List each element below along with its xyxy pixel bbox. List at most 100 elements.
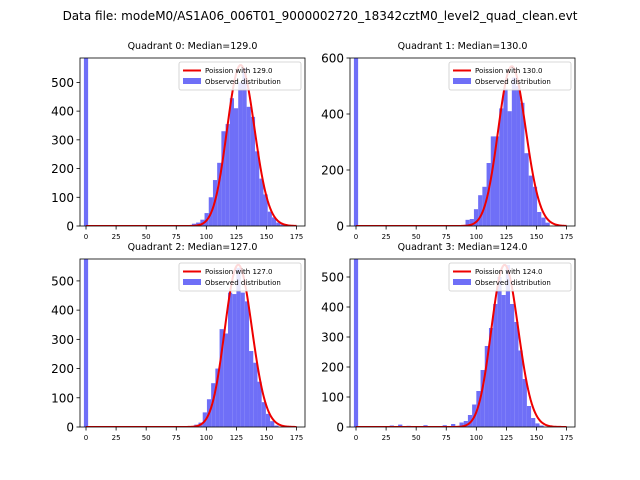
hist-bar bbox=[240, 292, 245, 427]
hist-bar bbox=[490, 136, 495, 226]
hist-bar bbox=[499, 108, 504, 226]
chart-title: Quadrant 1: Median=130.0 bbox=[398, 41, 528, 52]
legend-patch-swatch bbox=[183, 279, 201, 285]
x-tick-label: 25 bbox=[112, 434, 121, 442]
chart-panel-2: Quadrant 2: Median=127.0 0 25 50 75 100 125 150… bbox=[51, 242, 306, 442]
hist-bar bbox=[503, 88, 508, 226]
x-tick-label: 0 bbox=[84, 233, 88, 241]
x-tick-label: 50 bbox=[412, 434, 421, 442]
hist-bar bbox=[250, 116, 256, 226]
hist-bar-zero bbox=[83, 259, 89, 427]
hist-bar bbox=[227, 292, 233, 427]
legend-frame bbox=[178, 61, 302, 91]
hist-bar bbox=[511, 77, 517, 226]
hist-bar bbox=[234, 108, 239, 226]
chart-legend: Poission with 129.0 Observed distribution bbox=[178, 61, 302, 91]
poisson-curve bbox=[356, 264, 567, 427]
y-tick-label: 200 bbox=[321, 361, 344, 375]
x-tick-label: 25 bbox=[112, 233, 121, 241]
y-tick-label: 0 bbox=[66, 421, 74, 435]
y-tick-label: 200 bbox=[51, 162, 74, 176]
x-tick-label: 150 bbox=[260, 434, 273, 442]
hist-bar bbox=[451, 424, 456, 427]
y-tick-label: 100 bbox=[51, 391, 74, 405]
hist-bar bbox=[253, 362, 258, 427]
chart-title: Quadrant 2: Median=127.0 bbox=[128, 242, 258, 253]
y-tick-label: 0 bbox=[66, 220, 74, 234]
hist-bar bbox=[516, 86, 521, 226]
hist-bar bbox=[531, 418, 536, 427]
legend-label-observed: Observed distribution bbox=[475, 279, 551, 287]
y-tick-label: 600 bbox=[321, 52, 344, 66]
y-tick-label: 200 bbox=[51, 362, 74, 376]
legend-label-observed: Observed distribution bbox=[205, 279, 281, 287]
hist-bar bbox=[501, 295, 506, 427]
chart-panel-0: Quadrant 0: Median=129.0 0 25 50 75 100 125 150… bbox=[51, 41, 306, 241]
axes-frame bbox=[79, 258, 306, 428]
x-tick-label: 50 bbox=[142, 233, 151, 241]
legend-label-observed: Observed distribution bbox=[475, 78, 551, 86]
x-tick-label: 150 bbox=[530, 434, 543, 442]
hist-bar bbox=[259, 178, 264, 226]
y-tick-label: 400 bbox=[51, 105, 74, 119]
hist-bar-zero bbox=[353, 58, 359, 226]
plot-area bbox=[353, 58, 567, 226]
x-tick-label: 175 bbox=[560, 434, 573, 442]
hist-bar bbox=[484, 346, 489, 427]
hist-bar bbox=[225, 124, 230, 226]
hist-bar bbox=[469, 219, 474, 226]
y-tick-label: 300 bbox=[321, 331, 344, 345]
x-tick-label: 25 bbox=[382, 233, 391, 241]
hist-bar bbox=[246, 106, 251, 226]
y-tick-label: 200 bbox=[321, 164, 344, 178]
figure-suptitle: Data file: modeM0/AS1A06_006T01_90000027… bbox=[63, 9, 578, 23]
hist-bar bbox=[520, 102, 525, 226]
hist-bar-zero bbox=[83, 58, 89, 226]
chart-legend: Poission with 124.0 Observed distribution bbox=[448, 262, 572, 292]
legend-label-poisson: Poission with 127.0 bbox=[205, 268, 273, 276]
plot-area bbox=[353, 259, 567, 427]
chart-title: Quadrant 3: Median=124.0 bbox=[398, 242, 528, 253]
y-tick-label: 100 bbox=[51, 191, 74, 205]
hist-bar bbox=[265, 413, 271, 427]
x-tick-label: 100 bbox=[200, 233, 213, 241]
hist-bar bbox=[221, 131, 226, 226]
y-tick-label: 400 bbox=[321, 108, 344, 122]
x-tick-label: 75 bbox=[172, 233, 181, 241]
x-tick-label: 0 bbox=[84, 434, 88, 442]
hist-bar bbox=[236, 267, 241, 427]
hist-bar bbox=[267, 211, 272, 226]
x-tick-label: 75 bbox=[172, 434, 181, 442]
legend-patch-swatch bbox=[453, 78, 471, 84]
hist-bar bbox=[257, 381, 262, 427]
x-tick-label: 150 bbox=[530, 233, 543, 241]
hist-bar bbox=[514, 322, 519, 427]
hist-bar bbox=[242, 68, 247, 226]
y-tick-label: 0 bbox=[336, 421, 344, 435]
hist-bar bbox=[249, 351, 254, 427]
x-tick-label: 25 bbox=[382, 434, 391, 442]
hist-bar bbox=[541, 217, 546, 226]
hist-bar bbox=[480, 370, 485, 427]
axes-frame bbox=[349, 57, 576, 227]
subplot-grid: Quadrant 0: Median=129.0 0 25 50 75 100 125 150… bbox=[51, 41, 576, 442]
hist-bar bbox=[261, 402, 266, 427]
hist-bar bbox=[263, 194, 268, 226]
axes-frame bbox=[79, 57, 306, 227]
hist-bar bbox=[217, 162, 222, 226]
x-tick-label: 175 bbox=[290, 434, 303, 442]
x-tick-label: 50 bbox=[412, 233, 421, 241]
hist-bar-zero bbox=[353, 259, 359, 427]
hist-bar bbox=[539, 425, 544, 427]
hist-bar bbox=[244, 301, 250, 427]
hist-bar bbox=[467, 415, 473, 427]
y-tick-label: 400 bbox=[51, 304, 74, 318]
y-tick-label: 100 bbox=[321, 391, 344, 405]
x-tick-label: 0 bbox=[354, 233, 358, 241]
hist-bar bbox=[229, 98, 235, 226]
hist-bar bbox=[280, 224, 285, 226]
y-tick-label: 0 bbox=[336, 220, 344, 234]
y-tick-label: 300 bbox=[51, 133, 74, 147]
y-tick-label: 500 bbox=[321, 271, 344, 285]
hist-bar bbox=[522, 379, 527, 427]
